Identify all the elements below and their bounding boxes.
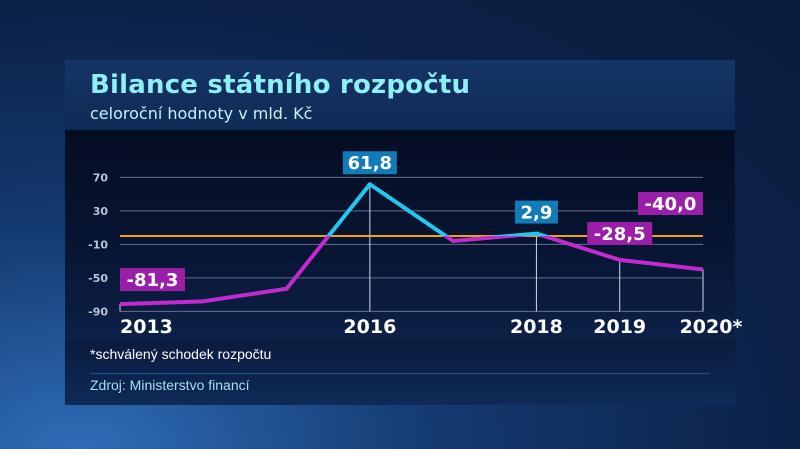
x-tick-label: 2018 xyxy=(510,316,563,338)
x-tick-label: 2019 xyxy=(593,316,646,338)
data-label: -28,5 xyxy=(594,224,646,245)
data-label-box xyxy=(514,200,558,224)
data-label: 61,8 xyxy=(348,153,392,174)
chart-title: Bilance státního rozpočtu xyxy=(90,70,471,100)
divider xyxy=(90,373,710,374)
series-line-deficit xyxy=(119,236,704,307)
y-tick-label: -90 xyxy=(88,305,108,318)
y-tick-label: 70 xyxy=(93,171,109,184)
data-label: 2,9 xyxy=(520,203,552,224)
y-tick-label: -50 xyxy=(88,272,108,285)
x-tick-label: 2016 xyxy=(343,316,396,338)
data-label: -40,0 xyxy=(645,194,697,215)
y-tick-label: 30 xyxy=(93,205,109,218)
series-line-surplus xyxy=(326,182,551,236)
data-label-box xyxy=(587,222,653,245)
data-label-box xyxy=(120,268,185,292)
source-note: Zdroj: Ministerstvo financí xyxy=(90,377,250,393)
data-label-box xyxy=(638,192,703,215)
data-label: -81,3 xyxy=(127,270,179,291)
x-tick-label: 2013 xyxy=(120,316,173,338)
chart-subtitle: celoroční hodnoty v mld. Kč xyxy=(90,104,313,123)
x-tick-label: 2020* xyxy=(680,316,743,338)
footnote: *schválený schodek rozpočtu xyxy=(90,346,272,362)
data-label-box xyxy=(342,151,397,175)
y-tick-label: -10 xyxy=(88,238,108,251)
